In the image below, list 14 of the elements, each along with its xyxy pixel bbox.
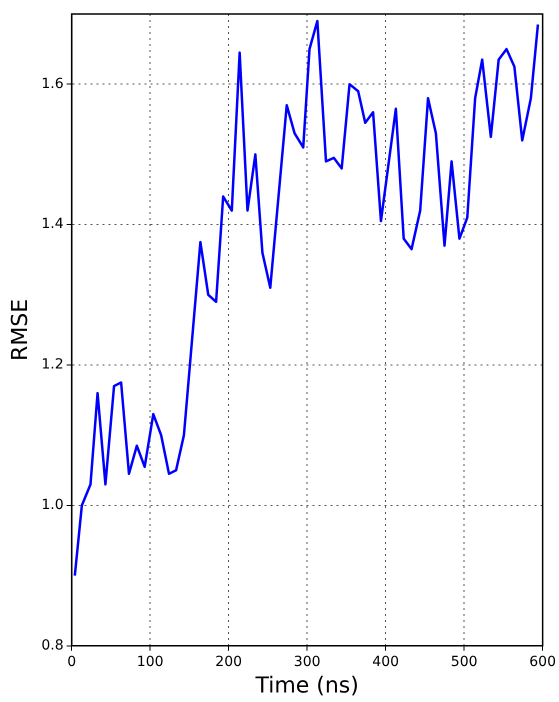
- y-tick-label: 1.2: [41, 356, 64, 373]
- x-tick-label: 600: [529, 654, 556, 670]
- x-tick-label: 300: [294, 654, 321, 670]
- y-tick-label: 1.6: [41, 76, 64, 92]
- x-tick-label: 0: [67, 654, 76, 670]
- y-axis-title: RMSE: [8, 298, 33, 361]
- y-tick-label: 0.8: [41, 637, 64, 654]
- x-tick-label: 500: [450, 654, 478, 670]
- x-tick-label: 400: [372, 654, 400, 670]
- x-axis-title: Time (ns): [254, 674, 359, 699]
- y-tick-label: 1.0: [41, 497, 64, 514]
- y-tick-label: 1.4: [41, 216, 64, 232]
- x-tick-label: 100: [136, 654, 164, 670]
- x-tick-label: 200: [215, 654, 242, 670]
